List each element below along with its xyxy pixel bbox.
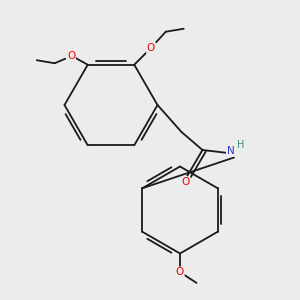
Text: O: O bbox=[67, 51, 75, 61]
Text: N: N bbox=[226, 146, 234, 157]
Text: O: O bbox=[147, 43, 155, 53]
Text: H: H bbox=[237, 140, 244, 150]
Text: O: O bbox=[176, 267, 184, 277]
Text: O: O bbox=[182, 177, 190, 187]
